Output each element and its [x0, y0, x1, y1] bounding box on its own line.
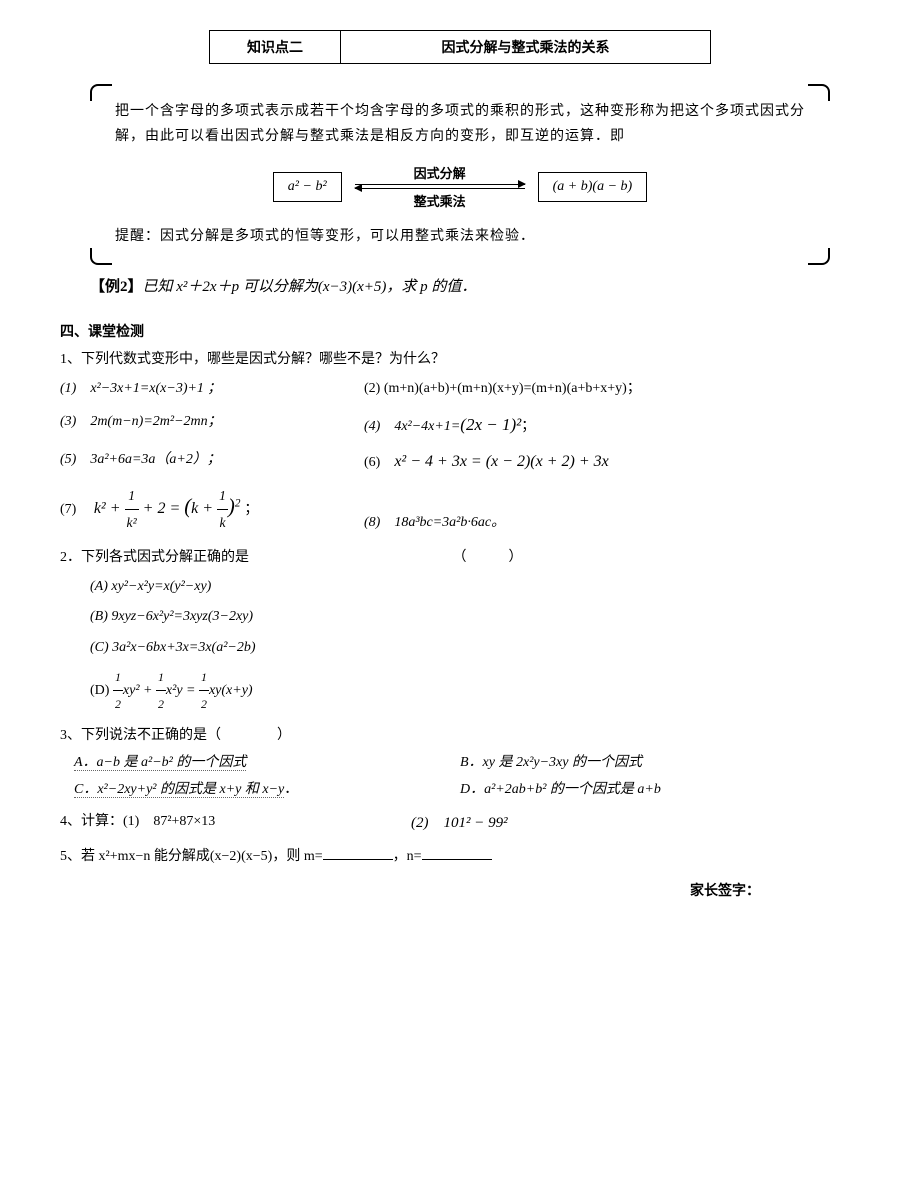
q2-blank: （ ） [453, 550, 523, 565]
q5-prompt: 5、若 x²+mx−n 能分解成(x−2)(x−5)，则 m= [60, 849, 323, 864]
definition-text: 把一个含字母的多项式表示成若干个均含字母的多项式的乘积的形式，这种变形称为把这个… [115, 99, 805, 149]
arrows: 因式分解 整式乘法 [350, 161, 530, 212]
q1-item-6-formula: x² − 4 + 3x = (x − 2)(x + 2) + 3x [394, 453, 608, 470]
question-3: 3、下列说法不正确的是（ ） A．a−b 是 a²−b² 的一个因式 B．xy … [60, 723, 860, 803]
q4-item-1: (1) 87²+87×13 [123, 809, 411, 838]
example-2: 【例2】已知 x²＋2x＋p 可以分解为(x−3)(x+5)，求 p 的值． [90, 275, 830, 296]
arrow-top-label: 因式分解 [414, 163, 466, 182]
blank-m [323, 845, 393, 860]
q1-item-6-prefix: (6) [364, 455, 394, 470]
section-4-title: 四、课堂检测 [60, 321, 860, 341]
question-5: 5、若 x²+mx−n 能分解成(x−2)(x−5)，则 m= ，n= [60, 844, 860, 871]
q3-option-d: D．a²+2ab+b² 的一个因式是 a+b [460, 782, 661, 797]
q1-item-1: (1) x²−3x+1=x(x−3)+1 ； [60, 381, 221, 396]
blank-n [422, 845, 492, 860]
knowledge-label: 知识点二 [210, 31, 341, 63]
left-formula: a² − b² [273, 172, 342, 202]
question-2: 2．下列各式因式分解正确的是 （ ） (A) xy²−x²y=x(y²−xy) … [60, 545, 860, 717]
question-4: 4、计算： (1) 87²+87×13 (2) 101² − 99² [60, 809, 860, 838]
q2-prompt: 2．下列各式因式分解正确的是 [60, 550, 249, 565]
example-text: 已知 x²＋2x＋p 可以分解为(x−3)(x+5)，求 p 的值． [143, 279, 477, 295]
q2-option-d: (D) 12xy² + 12x²y = 12xy(x+y) [90, 664, 860, 717]
q1-item-3: (3) 2m(m−n)=2m²−2mn； [60, 414, 222, 429]
right-formula: (a + b)(a − b) [538, 172, 648, 202]
q1-item-7-prefix: (7) [60, 502, 90, 517]
q3-option-c: C．x²−2xy+y² 的因式是 x+y 和 x−y [74, 782, 284, 798]
arrow-bottom-label: 整式乘法 [414, 191, 466, 210]
q1-prompt: 1、下列代数式变形中，哪些是因式分解？哪些不是？为什么？ [60, 347, 860, 374]
q3-prompt: 3、下列说法不正确的是（ ） [60, 723, 860, 750]
q4-prompt: 4、计算： [60, 809, 123, 838]
q1-item-4-formula: (2x − 1)² [460, 415, 521, 434]
q1-item-8: (8) 18a³bc=3a²b·6ac。 [364, 515, 505, 530]
q1-item-2: (2) (m+n)(a+b)+(m+n)(x+y)=(m+n)(a+b+x+y)… [364, 381, 641, 396]
q1-item-7-formula: k² + 1k² + 2 = (k + 1k)2 [94, 500, 245, 517]
knowledge-title: 因式分解与整式乘法的关系 [341, 31, 710, 63]
q2-option-c: (C) 3a²x−6bx+3x=3x(a²−2b) [90, 633, 860, 664]
knowledge-point-box: 知识点二 因式分解与整式乘法的关系 [209, 30, 711, 64]
q2-option-b: (B) 9xyz−6x²y²=3xyz(3−2xy) [90, 602, 860, 633]
question-1: 1、下列代数式变形中，哪些是因式分解？哪些不是？为什么？ (1) x²−3x+1… [60, 347, 860, 540]
q5-mid: ，n= [393, 849, 422, 864]
relation-diagram: a² − b² 因式分解 整式乘法 (a + b)(a − b) [115, 161, 805, 212]
q1-item-7-suffix: ； [244, 502, 258, 517]
q3-option-b: B．xy 是 2x²y−3xy 的一个因式 [460, 755, 642, 770]
parent-signature: 家长签字： [60, 880, 860, 900]
q2-option-a: (A) xy²−x²y=x(y²−xy) [90, 572, 860, 603]
arrow-right-icon [355, 184, 525, 185]
definition-block: 把一个含字母的多项式表示成若干个均含字母的多项式的乘积的形式，这种变形称为把这个… [90, 84, 830, 265]
example-label: 【例2】 [90, 279, 143, 295]
q3-option-a: A．a−b 是 a²−b² 的一个因式 [74, 755, 246, 771]
q1-item-4-prefix: (4) 4x²−4x+1= [364, 419, 460, 434]
q4-item-2: (2) 101² − 99² [411, 809, 508, 838]
reminder-text: 提醒：因式分解是多项式的恒等变形，可以用整式乘法来检验． [115, 224, 805, 249]
arrow-left-icon [355, 188, 525, 189]
q1-item-4-suffix: ； [521, 419, 535, 434]
q1-item-5: (5) 3a²+6a=3a（a+2）； [60, 452, 221, 467]
